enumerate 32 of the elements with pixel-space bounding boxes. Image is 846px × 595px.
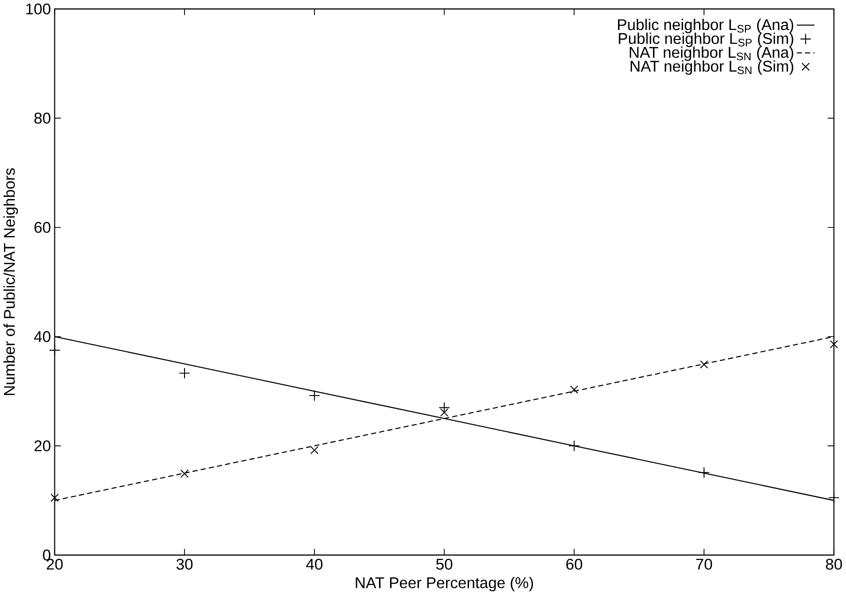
point <box>438 402 450 414</box>
x-tick-label: 50 <box>436 558 452 570</box>
legend-label: NAT neighbor L$_{SN}$ (Ana) <box>630 46 794 62</box>
x-tick-label: 20 <box>46 558 63 570</box>
y-tick-label: 100 <box>26 4 50 15</box>
point <box>700 360 708 369</box>
point <box>698 467 710 478</box>
x-axis-title: NAT Peer Percentage (%) <box>356 576 533 592</box>
point <box>310 446 319 454</box>
point <box>180 470 189 478</box>
point <box>308 390 320 402</box>
y-tick-label: 20 <box>34 440 50 452</box>
point <box>50 494 59 502</box>
legend-label: NAT neighbor L$_{SN}$ (Sim) <box>630 60 794 75</box>
point <box>570 386 578 394</box>
y-tick-label: 0 <box>42 550 50 561</box>
x-tick-label: 60 <box>566 558 582 570</box>
x-tick-label: 40 <box>306 558 322 570</box>
point <box>178 368 190 379</box>
y-tick-label: 80 <box>34 112 50 124</box>
point <box>440 408 448 417</box>
point <box>830 340 838 348</box>
point <box>49 344 60 356</box>
y-axis-title: Number of Public/NAT Neighbors <box>3 168 18 396</box>
x-tick-label: 30 <box>176 558 193 570</box>
legend-label: Public neighbor L$_{SP}$ (Ana) <box>618 18 794 34</box>
x-tick-label: 80 <box>826 558 842 570</box>
legend-label: Public neighbor L$_{SP}$ (Sim) <box>618 32 794 48</box>
y-tick-label: 40 <box>34 331 50 342</box>
x-tick-label: 70 <box>696 558 712 570</box>
y-tick-label: 60 <box>34 222 50 233</box>
point <box>568 440 580 452</box>
